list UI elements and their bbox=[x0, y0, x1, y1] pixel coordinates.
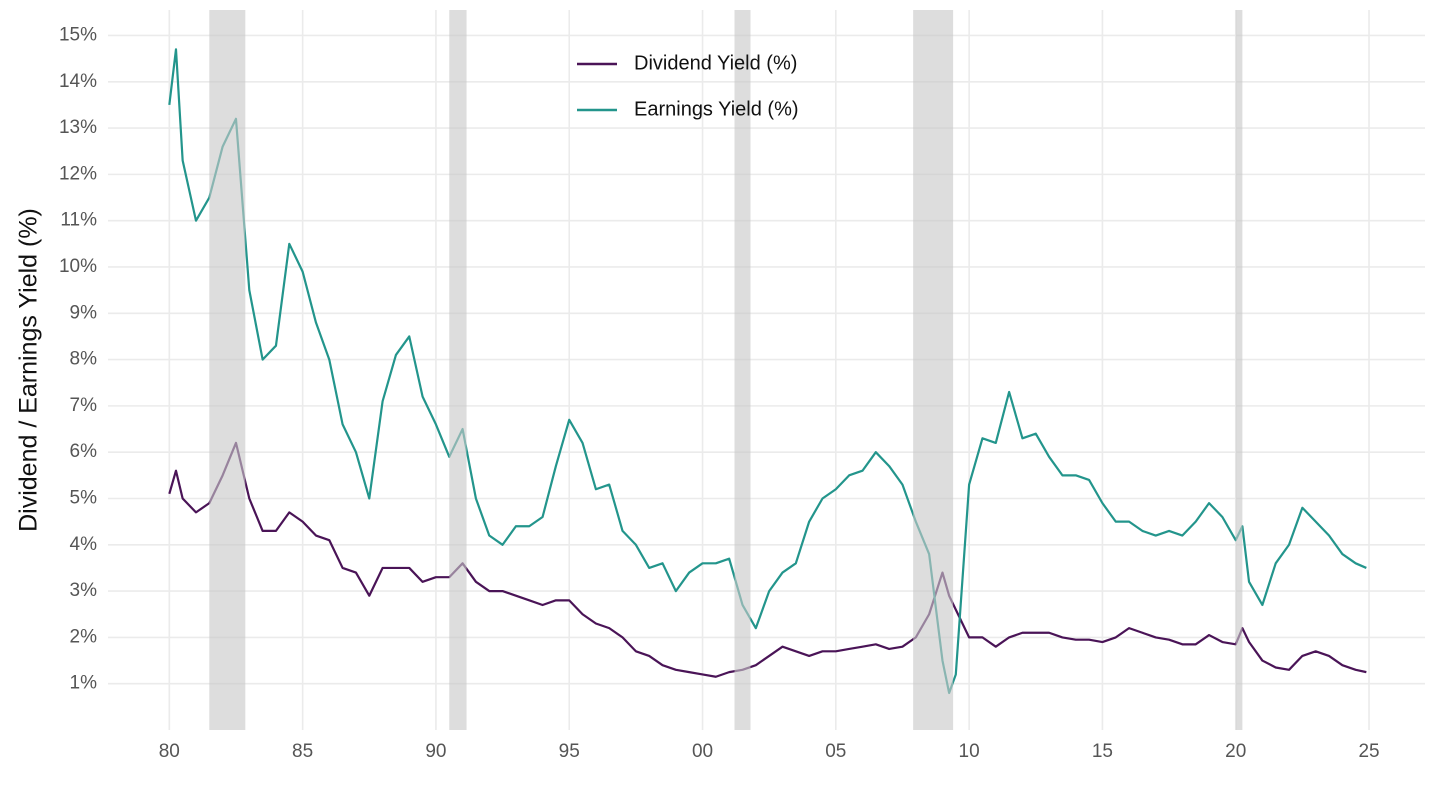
y-tick-label: 5% bbox=[70, 488, 98, 509]
x-tick-label: 90 bbox=[425, 741, 446, 762]
recession-band bbox=[209, 10, 246, 730]
y-tick-label: 15% bbox=[59, 24, 97, 45]
labels: 1% 2% 3% 4% 5% 6% 7% 8% 9% 10% 11% 12% 13% 14% 15% 80 85… bbox=[59, 24, 1380, 762]
y-tick-label: 4% bbox=[70, 534, 98, 555]
lines bbox=[168, 48, 1367, 695]
grid bbox=[108, 10, 1425, 730]
y-tick-label: 11% bbox=[60, 210, 97, 231]
y-tick-label: 9% bbox=[70, 302, 98, 323]
recession-shading bbox=[209, 10, 1243, 730]
x-tick-label: 00 bbox=[692, 741, 713, 762]
x-tick-label: 15 bbox=[1092, 741, 1113, 762]
y-tick-label: 2% bbox=[70, 626, 98, 647]
recession-band bbox=[1235, 10, 1243, 730]
recession-band bbox=[913, 10, 954, 730]
y-tick-label: 14% bbox=[59, 71, 97, 92]
x-tick-label: 20 bbox=[1225, 741, 1246, 762]
y-tick-label: 3% bbox=[70, 580, 98, 601]
y-tick-label: 6% bbox=[70, 441, 98, 462]
x-tick-label: 85 bbox=[292, 741, 313, 762]
series-line bbox=[168, 48, 1367, 695]
x-tick-label: 80 bbox=[159, 741, 180, 762]
recession-band bbox=[734, 10, 751, 730]
x-tick-label: 25 bbox=[1358, 741, 1379, 762]
y-tick-label: 10% bbox=[59, 256, 97, 277]
y-tick-label: 13% bbox=[59, 117, 97, 138]
x-tick-label: 95 bbox=[559, 741, 580, 762]
legend-label: Earnings Yield (%) bbox=[634, 98, 799, 120]
y-tick-label: 7% bbox=[70, 395, 98, 416]
recession-band bbox=[449, 10, 467, 730]
series-line bbox=[168, 441, 1367, 678]
legend-label: Dividend Yield (%) bbox=[634, 52, 797, 74]
y-tick-label: 8% bbox=[70, 349, 98, 370]
y-tick-label: 12% bbox=[59, 163, 97, 184]
x-tick-label: 05 bbox=[825, 741, 846, 762]
y-tick-label: 1% bbox=[70, 673, 98, 694]
y-axis-label: Dividend / Earnings Yield (%) bbox=[15, 208, 43, 532]
x-tick-label: 10 bbox=[959, 741, 980, 762]
